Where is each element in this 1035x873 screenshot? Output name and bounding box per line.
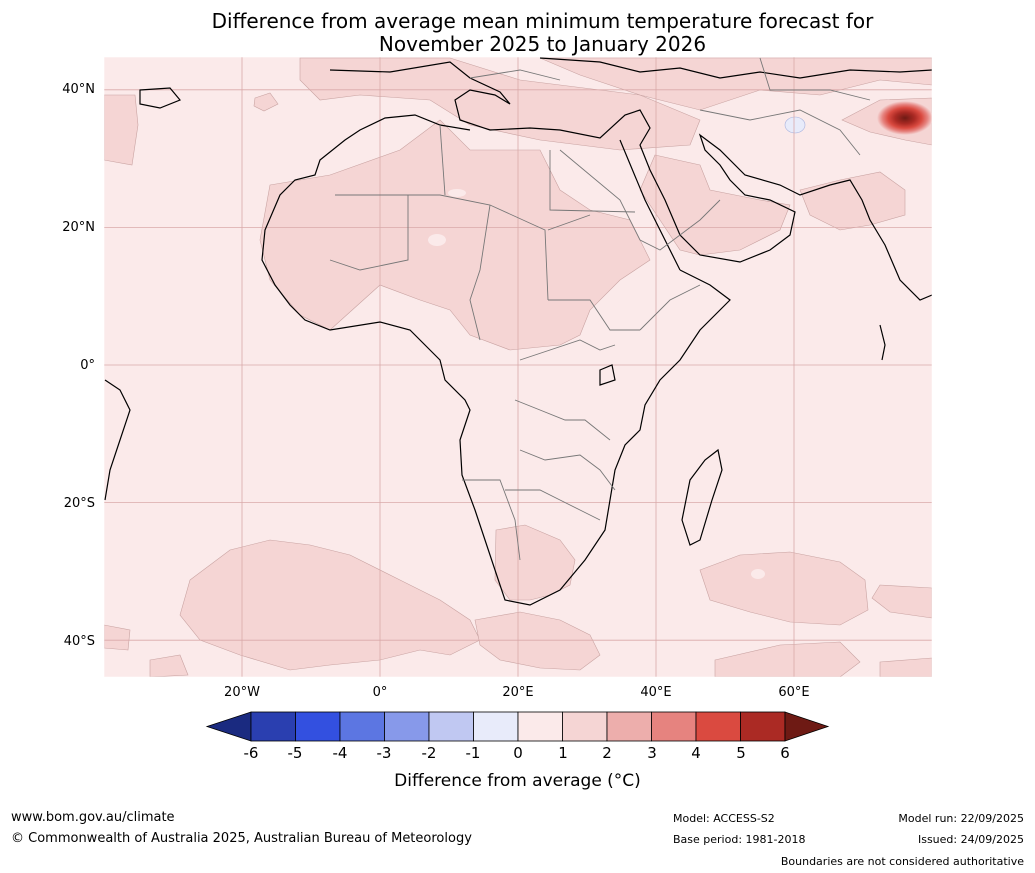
colorbar-tick: 2	[602, 744, 612, 762]
footer-issued: Issued: 24/09/2025	[917, 833, 1024, 846]
colorbar-tick: 1	[558, 744, 568, 762]
map-area	[104, 57, 932, 677]
colorbar-tick: 4	[691, 744, 701, 762]
lon-label-60e: 60°E	[778, 685, 810, 700]
footer-website: www.bom.gov.au/climate	[11, 810, 175, 825]
footer-disclaimer: Boundaries are not considered authoritat…	[780, 855, 1024, 868]
coastlines	[104, 57, 932, 606]
colorbar-label: Difference from average (°C)	[394, 771, 641, 791]
footer-model-run: Model run: 22/09/2025	[898, 812, 1024, 825]
gridlines	[104, 57, 932, 677]
anomaly-0-1-spot	[751, 569, 765, 579]
map-frame	[103, 56, 933, 678]
anomaly-neg1-0-spot	[784, 116, 806, 134]
lon-label-40e: 40°E	[640, 685, 672, 700]
footer-model: Model: ACCESS-S2	[673, 812, 775, 825]
lat-label-40s: 40°S	[63, 634, 95, 649]
footer-copyright: © Commonwealth of Australia 2025, Austra…	[11, 831, 472, 846]
colorbar-tick: 0	[513, 744, 523, 762]
anomaly-0-1-spot	[448, 189, 466, 197]
lon-label-0: 0°	[372, 685, 388, 700]
chart-title: Difference from average mean minimum tem…	[0, 10, 1035, 56]
lat-label-20s: 20°S	[63, 496, 95, 511]
colorbar-tick: 3	[647, 744, 657, 762]
lat-label-0: 0°	[80, 358, 95, 373]
footer-base-period: Base period: 1981-2018	[673, 833, 806, 846]
country-borders	[329, 57, 871, 561]
title-line-2: November 2025 to January 2026	[378, 32, 707, 56]
lat-label-40n: 40°N	[62, 82, 95, 97]
temperature-hotspot	[877, 101, 932, 135]
colorbar-tick: 6	[780, 744, 790, 762]
colorbar-tick: -4	[332, 744, 348, 762]
anomaly-0-1-spot	[428, 234, 446, 246]
colorbar-tick: -5	[287, 744, 303, 762]
lon-label-20w: 20°W	[224, 685, 260, 700]
colorbar-tick: -3	[376, 744, 392, 762]
colorbar-tick: -6	[243, 744, 259, 762]
lat-label-20n: 20°N	[62, 220, 95, 235]
title-line-1: Difference from average mean minimum tem…	[211, 9, 874, 33]
colorbar-tick: 5	[736, 744, 746, 762]
lon-label-20e: 20°E	[502, 685, 534, 700]
colorbar-tick: -2	[421, 744, 437, 762]
colorbar-tick: -1	[465, 744, 481, 762]
